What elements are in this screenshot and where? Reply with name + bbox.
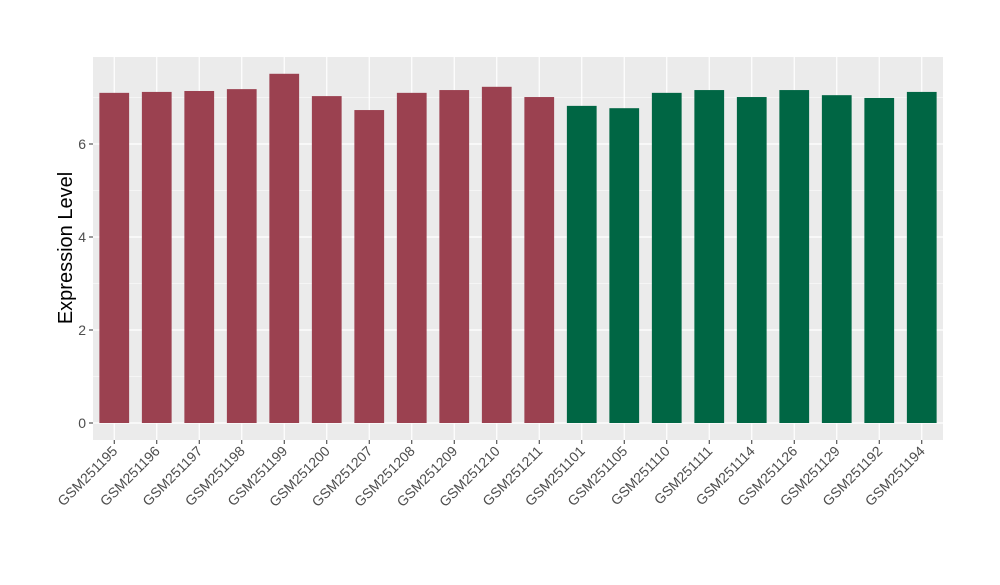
bar-GSM251199 — [269, 73, 300, 423]
y-tick-label: 4 — [78, 229, 86, 245]
bar-GSM251207 — [354, 110, 385, 424]
bar-GSM251192 — [864, 97, 895, 423]
y-axis: 0 2 4 6 — [78, 136, 93, 431]
bar-GSM251209 — [439, 90, 470, 423]
bar-GSM251210 — [481, 86, 512, 424]
y-tick-label: 6 — [78, 136, 86, 152]
bar-GSM251101 — [566, 105, 597, 424]
bar-GSM251197 — [184, 90, 215, 424]
bar-GSM251211 — [524, 97, 555, 423]
x-axis: GSM251195GSM251196GSM251197GSM251198GSM2… — [54, 440, 928, 510]
bar-GSM251126 — [779, 90, 810, 423]
y-tick-label: 0 — [78, 415, 86, 431]
bar-GSM251208 — [396, 92, 427, 423]
bar-GSM251129 — [821, 95, 852, 424]
bar-GSM251111 — [694, 90, 725, 423]
bar-GSM251114 — [736, 97, 767, 423]
y-tick-label: 2 — [78, 322, 86, 338]
bar-GSM251200 — [311, 96, 342, 423]
plot-panel — [93, 57, 943, 440]
bar-GSM251105 — [609, 108, 640, 423]
bar-GSM251110 — [651, 92, 682, 423]
bars — [99, 73, 937, 424]
bar-GSM251198 — [226, 89, 257, 423]
y-axis-label: Expression Level — [55, 172, 77, 324]
bar-GSM251194 — [906, 91, 937, 424]
bar-GSM251196 — [141, 91, 172, 424]
bar-GSM251195 — [99, 92, 130, 423]
